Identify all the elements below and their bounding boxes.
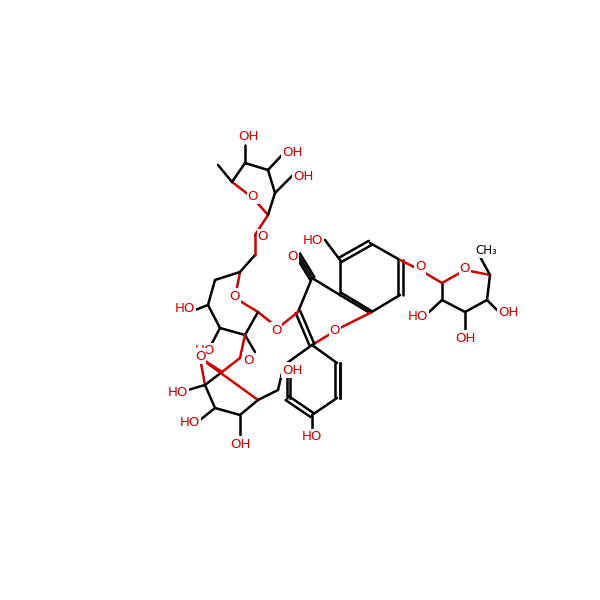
Text: HO: HO	[168, 385, 188, 398]
Text: O: O	[230, 289, 240, 302]
Text: OH: OH	[230, 437, 250, 451]
Text: OH: OH	[455, 331, 475, 344]
Text: HO: HO	[175, 301, 195, 314]
Text: OH: OH	[498, 307, 518, 319]
Text: O: O	[243, 353, 253, 367]
Text: O: O	[195, 349, 205, 362]
Text: HO: HO	[180, 415, 200, 428]
Text: OH: OH	[238, 130, 258, 142]
Text: O: O	[415, 260, 425, 274]
Text: O: O	[288, 251, 298, 263]
Text: CH₃: CH₃	[475, 245, 497, 257]
Text: HO: HO	[302, 431, 322, 443]
Text: OH: OH	[293, 170, 313, 184]
Text: O: O	[248, 190, 258, 202]
Text: O: O	[258, 230, 268, 244]
Text: HO: HO	[303, 235, 323, 247]
Text: OH: OH	[282, 364, 302, 377]
Text: HO: HO	[195, 344, 215, 358]
Text: O: O	[271, 323, 281, 337]
Text: O: O	[460, 262, 470, 275]
Text: HO: HO	[408, 310, 428, 323]
Text: O: O	[330, 323, 340, 337]
Text: OH: OH	[282, 146, 302, 160]
